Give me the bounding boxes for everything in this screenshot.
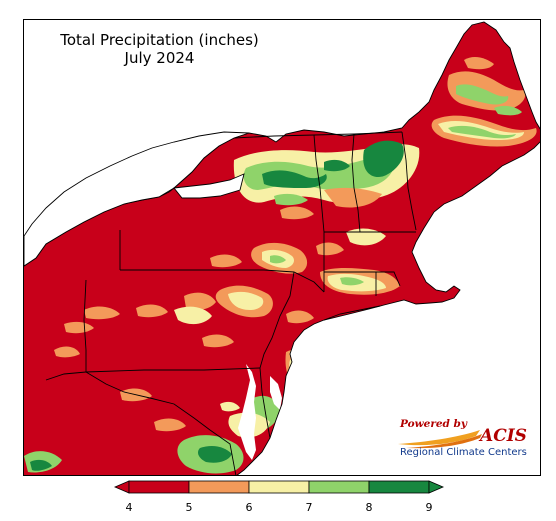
ct-ri-patches xyxy=(320,228,400,295)
logo-powered-by: Powered by xyxy=(400,418,467,430)
ny-pa-patches xyxy=(54,206,344,358)
vt-nh-patches xyxy=(233,140,420,208)
legend-bin-8-9 xyxy=(368,480,430,494)
legend-over-arrow xyxy=(428,480,445,494)
map-frame: Total Precipitation (inches) July 2024 P… xyxy=(23,19,541,476)
legend-bin-6-7 xyxy=(248,480,310,494)
legend-tick-label: 5 xyxy=(185,501,193,514)
legend-tick-label: 6 xyxy=(245,501,253,514)
legend-under-arrow xyxy=(113,480,130,494)
logo-acis: ACIS xyxy=(480,426,527,446)
acis-swoosh-icon xyxy=(398,430,482,449)
legend-bin-4-5 xyxy=(128,480,190,494)
logo-subtitle: Regional Climate Centers xyxy=(400,447,527,458)
legend-tick-label: 4 xyxy=(125,501,133,514)
legend-colorbar xyxy=(113,480,445,494)
subtitle-text: July 2024 xyxy=(124,49,195,67)
maine-patches xyxy=(431,57,537,147)
precipitation-map xyxy=(24,21,540,475)
title-text: Total Precipitation (inches) xyxy=(60,31,259,49)
great-lakes xyxy=(24,131,250,267)
color-legend: 4 5 6 7 8 9 xyxy=(113,479,445,519)
water-bodies xyxy=(238,364,282,460)
legend-tick-label: 8 xyxy=(365,501,373,514)
acis-logo: Powered by ACIS Regional Climate Centers xyxy=(396,418,528,462)
legend-tick-label: 7 xyxy=(305,501,313,514)
legend-bin-5-6 xyxy=(188,480,250,494)
precip-field xyxy=(24,22,540,475)
legend-bin-7-8 xyxy=(308,480,370,494)
legend-tick-label: 9 xyxy=(425,501,433,514)
